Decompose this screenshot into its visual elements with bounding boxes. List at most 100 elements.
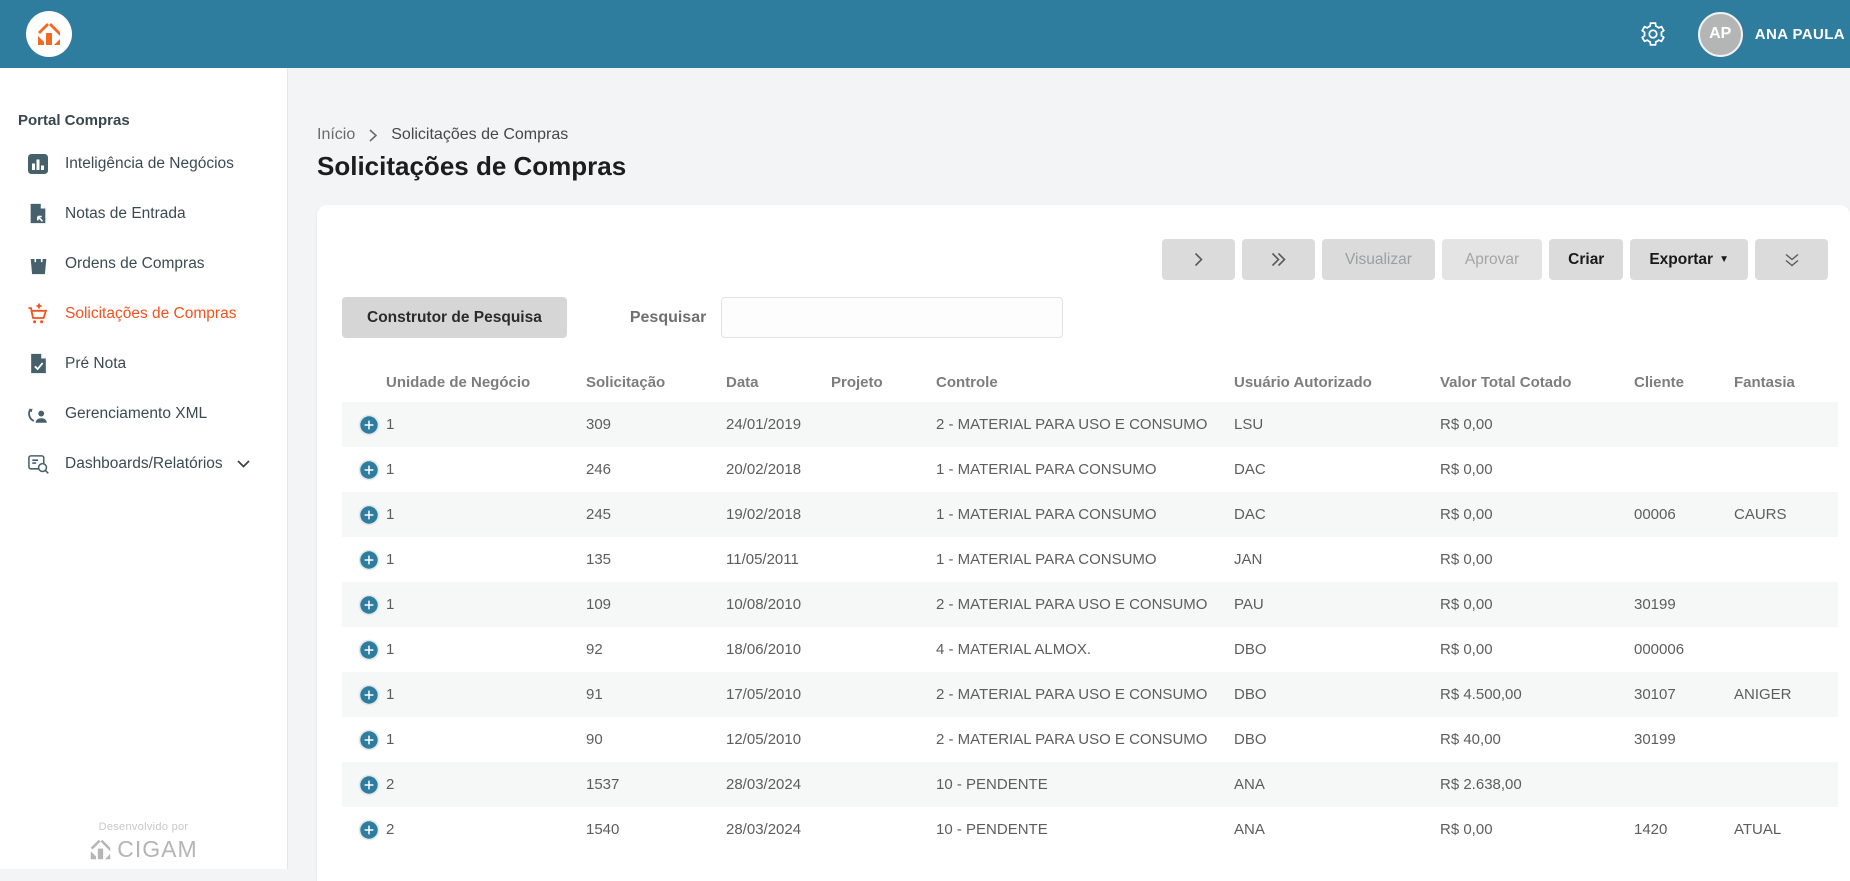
table-row[interactable]: 1 246 20/02/2018 1 - MATERIAL PARA CONSU… <box>342 447 1838 492</box>
cell-cliente <box>1628 537 1728 582</box>
sidebar-item-solicitacoes-de-compras[interactable]: Solicitações de Compras <box>0 289 287 339</box>
cell-solicitacao: 90 <box>580 717 720 762</box>
table-row[interactable]: 1 92 18/06/2010 4 - MATERIAL ALMOX. DBO … <box>342 627 1838 672</box>
cell-projeto <box>825 627 930 672</box>
cell-cliente <box>1628 447 1728 492</box>
search-input[interactable] <box>721 297 1063 338</box>
sidebar-item-gerenciamento-xml[interactable]: Gerenciamento XML <box>0 389 287 439</box>
expand-row-button[interactable] <box>358 819 380 841</box>
table-row[interactable]: 1 245 19/02/2018 1 - MATERIAL PARA CONSU… <box>342 492 1838 537</box>
bar-chart-icon <box>26 153 50 175</box>
table-row[interactable]: 2 1540 28/03/2024 10 - PENDENTE ANA R$ 0… <box>342 807 1838 852</box>
column-header-valor[interactable]: Valor Total Cotado <box>1434 362 1628 402</box>
exportar-button[interactable]: Exportar ▼ <box>1630 239 1748 280</box>
plus-circle-icon <box>358 729 380 751</box>
cell-fantasia <box>1728 402 1838 447</box>
cell-unidade: 1 <box>380 447 580 492</box>
column-header-fantasia[interactable]: Fantasia <box>1728 362 1838 402</box>
expand-row-button[interactable] <box>358 729 380 751</box>
cell-valor: R$ 0,00 <box>1434 447 1628 492</box>
cell-data: 20/02/2018 <box>720 447 825 492</box>
page-title: Solicitações de Compras <box>317 151 1850 182</box>
cell-unidade: 1 <box>380 717 580 762</box>
table-row[interactable]: 1 309 24/01/2019 2 - MATERIAL PARA USO E… <box>342 402 1838 447</box>
user-avatar[interactable]: AP <box>1698 12 1743 57</box>
plus-circle-icon <box>358 504 380 526</box>
column-header-data[interactable]: Data <box>720 362 825 402</box>
double-chevron-down-icon <box>1784 253 1800 267</box>
shopping-cart-icon <box>26 302 50 326</box>
cell-fantasia <box>1728 717 1838 762</box>
cell-projeto <box>825 492 930 537</box>
query-builder-button[interactable]: Construtor de Pesquisa <box>342 297 567 338</box>
sidebar-item-notas-de-entrada[interactable]: Notas de Entrada <box>0 189 287 239</box>
cell-controle: 4 - MATERIAL ALMOX. <box>930 627 1228 672</box>
sidebar-title: Portal Compras <box>0 68 287 129</box>
cell-unidade: 1 <box>380 402 580 447</box>
sidebar-item-pre-nota[interactable]: Pré Nota <box>0 339 287 389</box>
powered-by-label: Desenvolvido por <box>0 821 287 833</box>
sidebar-item-label: Ordens de Compras <box>65 255 205 273</box>
aprovar-button[interactable]: Aprovar <box>1442 239 1542 280</box>
column-header-cliente[interactable]: Cliente <box>1628 362 1728 402</box>
cell-usuario: DBO <box>1228 627 1434 672</box>
cell-data: 24/01/2019 <box>720 402 825 447</box>
sidebar-item-label: Solicitações de Compras <box>65 305 236 323</box>
expand-row-button[interactable] <box>358 639 380 661</box>
table-row[interactable]: 2 1537 28/03/2024 10 - PENDENTE ANA R$ 2… <box>342 762 1838 807</box>
cell-valor: R$ 0,00 <box>1434 537 1628 582</box>
cell-cliente: 30199 <box>1628 582 1728 627</box>
expand-row-button[interactable] <box>358 594 380 616</box>
cell-valor: R$ 4.500,00 <box>1434 672 1628 717</box>
cell-solicitacao: 91 <box>580 672 720 717</box>
breadcrumb-home-link[interactable]: Início <box>317 126 355 144</box>
last-page-button[interactable] <box>1242 239 1315 280</box>
table-row[interactable]: 1 90 12/05/2010 2 - MATERIAL PARA USO E … <box>342 717 1838 762</box>
cigam-house-icon <box>89 838 112 861</box>
table-row[interactable]: 1 135 11/05/2011 1 - MATERIAL PARA CONSU… <box>342 537 1838 582</box>
expand-row-button[interactable] <box>358 459 380 481</box>
cell-cliente: 30199 <box>1628 717 1728 762</box>
column-header-unidade[interactable]: Unidade de Negócio <box>380 362 580 402</box>
sidebar-item-inteligencia-de-negocios[interactable]: Inteligência de Negócios <box>0 139 287 189</box>
cell-cliente: 000006 <box>1628 627 1728 672</box>
next-page-button[interactable] <box>1162 239 1235 280</box>
criar-button[interactable]: Criar <box>1549 239 1623 280</box>
expand-row-button[interactable] <box>358 684 380 706</box>
column-header-usuario[interactable]: Usuário Autorizado <box>1228 362 1434 402</box>
expand-all-button[interactable] <box>1755 239 1828 280</box>
cell-valor: R$ 2.638,00 <box>1434 762 1628 807</box>
column-header-controle[interactable]: Controle <box>930 362 1228 402</box>
settings-gear-icon[interactable] <box>1638 19 1668 49</box>
cell-projeto <box>825 402 930 447</box>
cell-cliente: 1420 <box>1628 807 1728 852</box>
sidebar-item-ordens-de-compras[interactable]: Ordens de Compras <box>0 239 287 289</box>
cell-data: 28/03/2024 <box>720 807 825 852</box>
user-name[interactable]: ANA PAULA <box>1755 26 1845 43</box>
column-header-projeto[interactable]: Projeto <box>825 362 930 402</box>
cell-data: 19/02/2018 <box>720 492 825 537</box>
cell-controle: 1 - MATERIAL PARA CONSUMO <box>930 492 1228 537</box>
expand-row-button[interactable] <box>358 504 380 526</box>
table-header-row: Unidade de Negócio Solicitação Data Proj… <box>342 362 1838 402</box>
cell-data: 10/08/2010 <box>720 582 825 627</box>
cell-fantasia <box>1728 447 1838 492</box>
column-header-solicitacao[interactable]: Solicitação <box>580 362 720 402</box>
cell-data: 12/05/2010 <box>720 717 825 762</box>
expand-row-button[interactable] <box>358 414 380 436</box>
cell-projeto <box>825 807 930 852</box>
table-row[interactable]: 1 91 17/05/2010 2 - MATERIAL PARA USO E … <box>342 672 1838 717</box>
cigam-brand-text: CIGAM <box>117 836 197 863</box>
plus-circle-icon <box>358 774 380 796</box>
app-logo[interactable] <box>26 11 72 57</box>
cell-projeto <box>825 582 930 627</box>
visualizar-button[interactable]: Visualizar <box>1322 239 1435 280</box>
exportar-label: Exportar <box>1649 251 1713 269</box>
plus-circle-icon <box>358 639 380 661</box>
expand-row-button[interactable] <box>358 549 380 571</box>
cell-controle: 10 - PENDENTE <box>930 807 1228 852</box>
solicitacoes-table: Unidade de Negócio Solicitação Data Proj… <box>342 362 1838 852</box>
sidebar-item-dashboards-relatorios[interactable]: Dashboards/Relatórios <box>0 439 287 489</box>
expand-row-button[interactable] <box>358 774 380 796</box>
table-row[interactable]: 1 109 10/08/2010 2 - MATERIAL PARA USO E… <box>342 582 1838 627</box>
